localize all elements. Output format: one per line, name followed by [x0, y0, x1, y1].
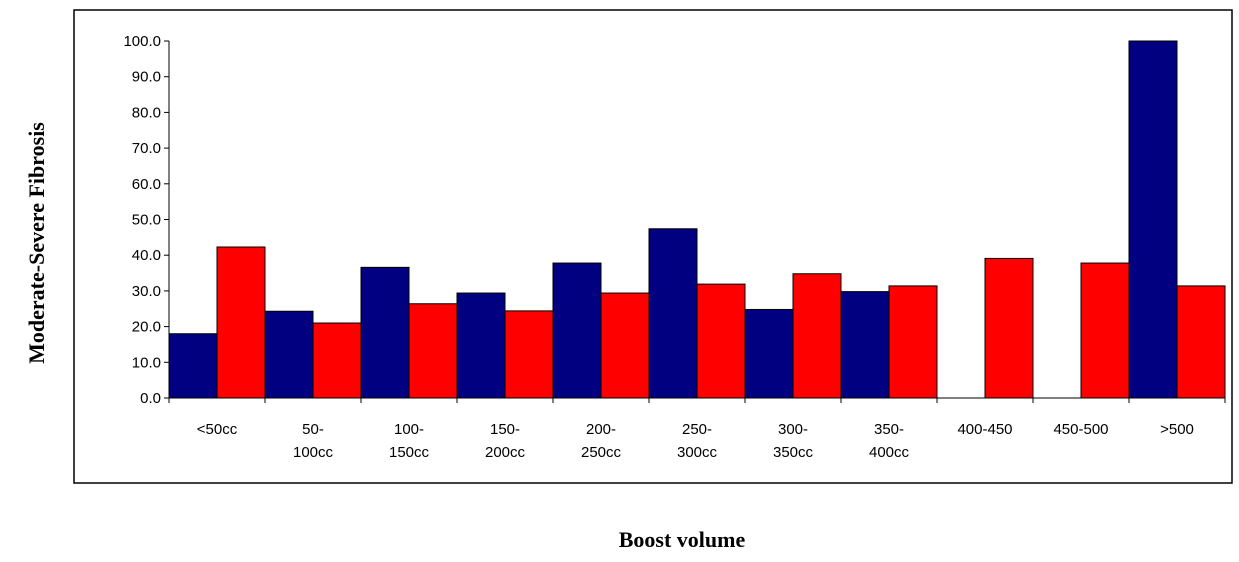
y-tick-label: 20.0: [132, 319, 161, 336]
x-category-label: 100- 150cc: [389, 421, 430, 461]
x-axis-title: Boost volume: [619, 527, 746, 552]
bar-series-1-cat-11: [1128, 40, 1178, 399]
x-category-label: 200- 250cc: [581, 421, 622, 461]
bar-series-2-cat-10: [1080, 262, 1130, 399]
x-category-label-line: 100-: [394, 421, 424, 438]
bar-series-2-cat-9: [984, 257, 1034, 399]
y-tick-label: 0.0: [140, 390, 161, 407]
y-tick-label: 90.0: [132, 69, 161, 86]
y-tick-label: 50.0: [132, 212, 161, 229]
bars-layer: [168, 40, 1226, 399]
x-category-label: 150- 200cc: [485, 421, 526, 461]
x-category-label-line: 200-: [586, 421, 616, 438]
y-tick-label: 100.0: [123, 33, 161, 50]
x-category-label-line: 300cc: [677, 444, 718, 461]
bar-series-1-cat-2: [264, 310, 314, 399]
x-category-label-line: 400cc: [869, 444, 910, 461]
bar-series-2-cat-1: [216, 246, 266, 399]
x-category-label: 350- 400cc: [869, 421, 910, 461]
bar-series-2-cat-6: [696, 283, 746, 399]
bar-series-1-cat-4: [456, 292, 506, 399]
y-axis-title: Moderate-Severe Fibrosis: [24, 122, 49, 364]
labels-layer: 0.0 10.0 20.0 30.0 40.0 50.0 60.0 70.0 80.0 90.0 1…: [123, 33, 1193, 461]
bar-series-2-cat-11: [1176, 285, 1226, 399]
x-category-label-line: >500: [1160, 421, 1194, 438]
y-tick-label: 30.0: [132, 283, 161, 300]
x-category-label: >500: [1160, 421, 1194, 438]
y-tick-label: 60.0: [132, 176, 161, 193]
bar-series-1-cat-6: [648, 228, 698, 399]
bar-series-2-cat-5: [600, 292, 650, 399]
x-category-label-line: 300-: [778, 421, 808, 438]
x-category-label: <50cc: [197, 421, 238, 438]
bar-series-1-cat-5: [552, 262, 602, 399]
bar-series-1-cat-3: [360, 266, 410, 399]
x-category-label-line: 350cc: [773, 444, 814, 461]
x-category-label: 400-450: [957, 421, 1012, 438]
x-category-label-line: 100cc: [293, 444, 334, 461]
x-category-label: 250- 300cc: [677, 421, 718, 461]
x-category-label-line: 150-: [490, 421, 520, 438]
axis-layer: [164, 40, 1226, 403]
bar-series-2-cat-3: [408, 303, 458, 399]
bar-series-2-cat-8: [888, 285, 938, 399]
y-tick-label: 80.0: [132, 104, 161, 121]
y-tick-label: 70.0: [132, 140, 161, 157]
bar-series-1-cat-1: [168, 333, 218, 399]
bar-series-1-cat-7: [744, 308, 794, 399]
y-tick-label: 40.0: [132, 247, 161, 264]
x-category-label-line: 400-450: [957, 421, 1012, 438]
x-category-label-line: 250cc: [581, 444, 622, 461]
x-category-label-line: 200cc: [485, 444, 526, 461]
bar-series-2-cat-2: [312, 322, 362, 399]
bar-series-1-cat-8: [840, 291, 890, 399]
x-category-label: 50- 100cc: [293, 421, 334, 461]
x-category-label: 450-500: [1053, 421, 1108, 438]
y-tick-label: 10.0: [132, 354, 161, 371]
x-category-label-line: 350-: [874, 421, 904, 438]
bar-series-2-cat-4: [504, 310, 554, 399]
x-category-label-line: 150cc: [389, 444, 430, 461]
x-category-label-line: 50-: [302, 421, 324, 438]
x-category-label: 300- 350cc: [773, 421, 814, 461]
x-category-label-line: 250-: [682, 421, 712, 438]
chart-border: [73, 9, 1233, 484]
x-category-label-line: <50cc: [197, 421, 238, 438]
bar-series-2-cat-7: [792, 273, 842, 399]
x-category-label-line: 450-500: [1053, 421, 1108, 438]
